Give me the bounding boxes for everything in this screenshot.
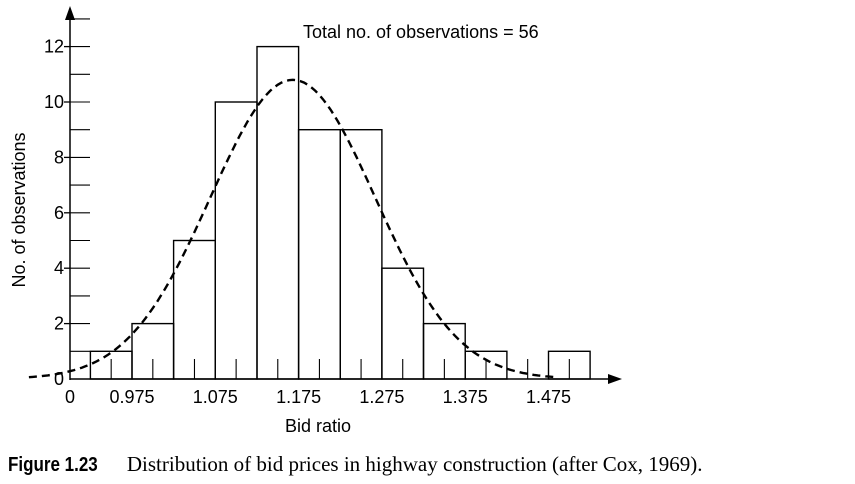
x-axis-title: Bid ratio <box>285 416 351 436</box>
x-tick-label: 1.375 <box>443 387 488 407</box>
y-tick-label: 6 <box>54 203 64 223</box>
tick-marks <box>64 18 570 379</box>
y-tick-label: 12 <box>44 37 64 57</box>
x-tick-label: 1.075 <box>193 387 238 407</box>
y-tick-label: 8 <box>54 147 64 167</box>
histogram-bar-5 <box>256 45 300 380</box>
x-origin-label: 0 <box>65 387 75 407</box>
x-tick-label: 0.975 <box>109 387 154 407</box>
histogram-chart: 0 2 4 6 8 10 12 0 0.975 1.075 1.175 1.275 1.375 1.475… <box>9 6 622 436</box>
y-tick-label: 10 <box>44 92 64 112</box>
histogram-bar-6 <box>297 128 342 380</box>
axis-tick-labels: 0 2 4 6 8 10 12 0 0.975 1.075 1.175 1.275 1.375 1.475 <box>44 37 571 407</box>
y-tick-label: 2 <box>54 314 64 334</box>
figure-caption: Figure 1.23 Distribution of bid prices i… <box>8 452 853 477</box>
y-axis-arrow <box>65 6 75 20</box>
figure-number: Figure 1.23 <box>8 454 98 476</box>
normal-fit-curve <box>28 78 557 379</box>
y-axis-title: No. of observations <box>9 132 29 287</box>
x-tick-label: 1.275 <box>359 387 404 407</box>
histogram-bars <box>89 45 591 380</box>
x-tick-label: 1.475 <box>526 387 571 407</box>
figure-caption-text: Distribution of bid prices in highway co… <box>126 452 703 476</box>
x-axis-arrow <box>608 374 622 384</box>
total-observations-annotation: Total no. of observations = 56 <box>303 22 539 42</box>
y-tick-label: 4 <box>54 258 64 278</box>
x-tick-label: 1.175 <box>276 387 321 407</box>
y-tick-label: 0 <box>54 369 64 389</box>
